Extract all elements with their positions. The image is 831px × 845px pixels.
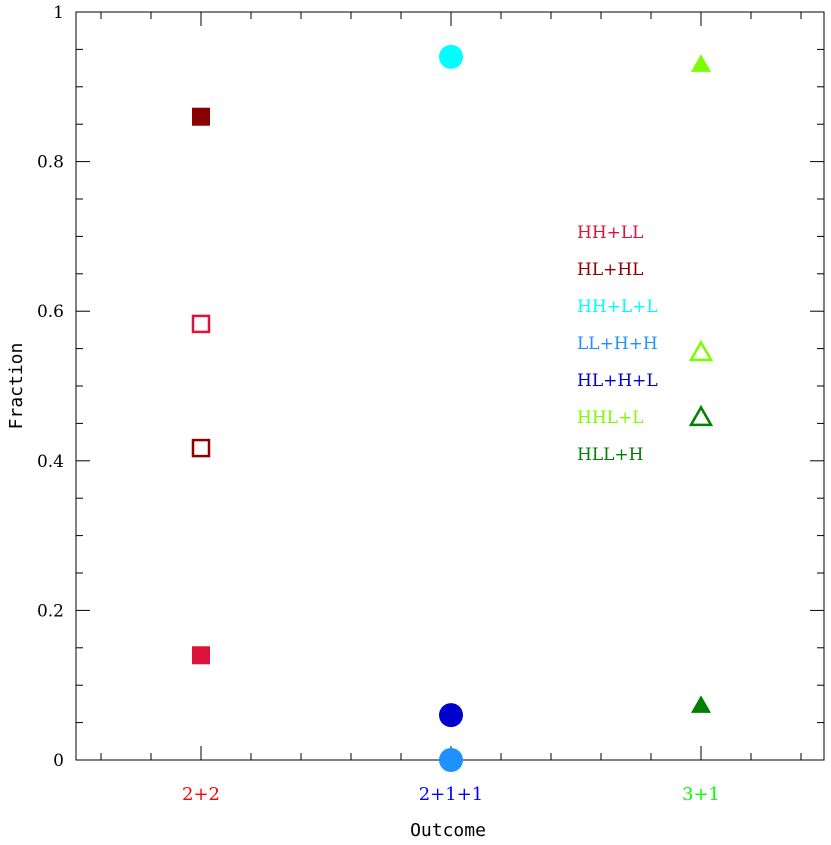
legend-entry: HHL+L [577, 408, 643, 428]
plot-frame [75, 11, 825, 761]
axis-ticks [76, 11, 824, 761]
legend-entry: HL+H+L [577, 371, 658, 391]
y-tick-label: 0.6 [37, 302, 64, 322]
data-point-circle [439, 44, 463, 69]
x-category-label: 2+2 [182, 784, 220, 805]
x-category-label: 3+1 [682, 784, 720, 805]
y-axis-title: Fraction [6, 343, 27, 430]
legend-entry: HH+L+L [577, 297, 658, 317]
y-tick-label: 0.4 [37, 452, 64, 472]
y-tick-labels: 0 0.2 0.4 0.6 0.8 1 [37, 3, 64, 771]
x-category-labels: 2+2 2+1+1 3+1 [182, 784, 720, 805]
data-point-triangle [691, 695, 711, 713]
y-tick-label: 1 [53, 3, 64, 23]
data-point-circle [439, 748, 463, 772]
x-category-label: 2+1+1 [419, 784, 484, 805]
legend-entry: LL+H+H [577, 334, 658, 354]
legend: HH+LL HL+HL HH+L+L LL+H+H HL+H+L HHL+L HLL+H [577, 223, 658, 465]
data-point-triangle [691, 54, 711, 72]
data-point-triangle [688, 404, 714, 427]
data-point-triangle [688, 339, 714, 362]
data-point-square [191, 314, 211, 334]
y-tick-label: 0 [53, 751, 64, 771]
x-axis-title: Outcome [410, 820, 486, 841]
data-point-circle [439, 703, 463, 728]
y-tick-label: 0.2 [37, 601, 64, 621]
y-tick-label: 0.8 [37, 153, 64, 173]
legend-entry: HLL+H [577, 445, 643, 465]
legend-entry: HL+HL [577, 260, 643, 280]
data-point-square [192, 107, 210, 126]
data-point-square [192, 646, 210, 665]
data-point-square [191, 438, 211, 458]
legend-entry: HH+LL [577, 223, 643, 243]
data-points [191, 44, 714, 772]
